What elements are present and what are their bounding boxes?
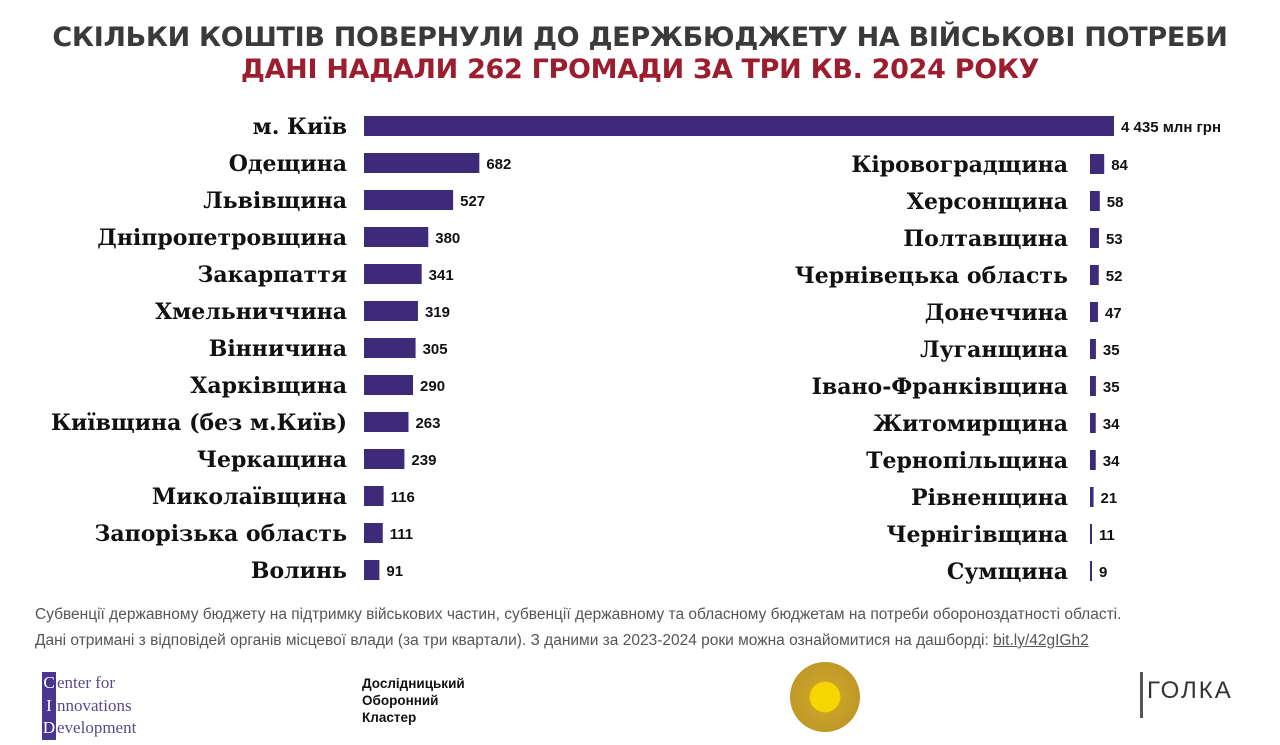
bar [1090,191,1100,211]
chart-title: СКІЛЬКИ КОШТІВ ПОВЕРНУЛИ ДО ДЕРЖБЮДЖЕТУ … [52,22,1228,53]
value-label: 9 [1099,564,1107,581]
category-label: Тернопільщина [866,448,1068,474]
value-label: 380 [435,230,460,247]
bar [1090,265,1099,285]
bar [1090,339,1096,359]
category-label: Волинь [251,558,347,584]
value-label: 34 [1103,453,1120,470]
bar [364,523,383,543]
category-label: Луганщина [920,337,1068,363]
bar [1090,228,1099,248]
cid-line-3: evelopment [57,718,137,737]
bar [1090,487,1094,507]
golka-text: ГОЛКА [1147,677,1233,704]
category-label: Вінничина [209,336,347,362]
needle-icon [1140,672,1143,718]
category-label: Дніпропетровщина [97,225,347,251]
value-label: 305 [423,341,448,358]
bar [364,338,416,358]
bar [364,153,480,173]
bar [364,190,454,210]
dok-logo: Дослідницький Оборонний Кластер [362,675,465,726]
category-label: Житомирщина [873,411,1068,437]
value-label: 58 [1107,194,1124,211]
bar-chart: м. Київ 4 435 млн грн Одещина 682 Львівщина 5… [51,114,1221,585]
category-label: Полтавщина [903,226,1068,252]
bar [364,375,414,395]
category-label: Закарпаття [197,262,347,288]
category-label: Київщина (без м.Київ) [51,410,347,436]
dashboard-link[interactable]: bit.ly/42gIGh2 [993,632,1089,649]
bar [1090,413,1096,433]
bar [1090,376,1096,396]
category-label: Донеччина [925,300,1068,326]
value-label: 682 [486,156,511,173]
value-label: 239 [411,452,436,469]
seal-logo [790,662,860,732]
value-label: 34 [1103,416,1120,433]
value-label: 52 [1106,268,1123,285]
chart-subtitle: ДАНІ НАДАЛИ 262 ГРОМАДИ ЗА ТРИ КВ. 2024 … [240,54,1040,85]
value-label: 47 [1105,305,1122,322]
category-label: Івано-Франківщина [812,374,1068,400]
bar [364,227,429,247]
value-label: 4 435 млн грн [1121,119,1221,136]
dok-line-3: Кластер [362,710,417,725]
footnote-1: Субвенції державному бюджету на підтримк… [35,606,1122,623]
category-label: Херсонщина [907,189,1068,215]
value-label: 111 [390,526,413,543]
bar [364,264,422,284]
footnote-2: Дані отримані з відповідей органів місце… [35,632,1089,650]
category-label: Сумщина [947,559,1068,585]
category-label: Харківщина [190,373,347,399]
bar [364,412,409,432]
value-label: 116 [391,489,415,506]
bar [1090,561,1092,581]
cid-line-2: nnovations [57,695,132,715]
category-label: Рівненщина [911,485,1068,511]
bar [364,301,418,321]
category-label: Запорізька область [95,521,348,547]
category-label: Одещина [229,151,347,177]
value-label: 91 [386,563,403,580]
value-label: 319 [425,304,450,321]
bar [364,560,380,580]
category-label: Хмельниччина [155,299,347,325]
bar [364,449,405,469]
footnote-2-text: Дані отримані з відповідей органів місце… [35,632,994,649]
category-label: Кіровоградщина [851,152,1068,178]
golka-logo: ГОЛКА [1140,672,1233,718]
value-label: 35 [1103,379,1120,396]
value-label: 11 [1099,527,1115,544]
value-label: 21 [1101,490,1118,507]
category-label: Чернігівщина [886,522,1068,548]
category-label: Черкащина [197,447,347,473]
category-label: Львівщина [203,188,347,214]
bar [1090,450,1096,470]
bar [1090,524,1092,544]
bar [1090,154,1105,174]
category-label: м. Київ [253,114,347,140]
value-label: 53 [1106,231,1123,248]
value-label: 527 [460,193,485,210]
bar [1090,302,1098,322]
value-label: 84 [1111,157,1128,174]
value-label: 290 [420,378,445,395]
category-label: Миколаївщина [152,484,347,510]
dok-line-2: Оборонний [362,693,439,708]
value-label: 341 [429,267,454,284]
dok-line-1: Дослідницький [362,676,465,691]
cid-line-1: enter for [57,673,116,692]
value-label: 263 [415,415,440,432]
value-label: 35 [1103,342,1120,359]
bar [364,486,384,506]
category-label: Чернівецька область [795,263,1068,289]
bar [364,116,1114,136]
